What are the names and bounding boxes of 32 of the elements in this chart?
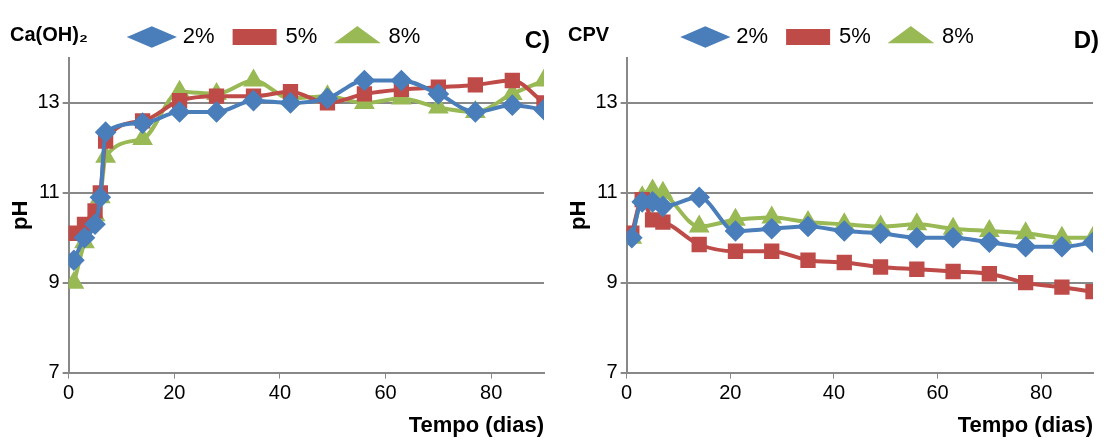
x-tick-label: 60 <box>374 381 397 404</box>
y-axis-title: pH <box>565 200 591 230</box>
x-tick-label: 80 <box>1030 381 1053 404</box>
x-axis-title: Tempo (dias) <box>408 411 544 437</box>
y-tick-label: 13 <box>595 90 618 113</box>
text: D) <box>1073 25 1099 53</box>
x-axis-title: Tempo (dias) <box>957 411 1093 437</box>
y-tick-label: 9 <box>606 270 618 293</box>
y-tick-label: 7 <box>606 360 618 383</box>
legend-label: 8% <box>388 23 421 49</box>
y-tick-label: 13 <box>37 90 60 113</box>
y-tick-label: 9 <box>48 270 60 293</box>
y-axis-title: pH <box>7 200 33 230</box>
x-tick-label: 20 <box>163 381 186 404</box>
legend-label: 5% <box>285 23 318 49</box>
y-tick-label: 11 <box>38 180 60 203</box>
y-tick-label: 7 <box>48 360 60 383</box>
legend-label: 2% <box>736 23 769 49</box>
x-tick-label: 20 <box>719 381 742 404</box>
x-tick-label: 0 <box>621 381 633 404</box>
x-tick-label: 40 <box>822 381 846 404</box>
x-tick-label: 60 <box>926 381 949 404</box>
chart-title: Ca(OH)₂ <box>10 22 88 45</box>
legend-label: 2% <box>182 23 215 49</box>
y-tick-label: 11 <box>596 180 618 203</box>
x-tick-label: 0 <box>63 381 75 404</box>
chart-title: CPV <box>568 22 610 45</box>
text: C) <box>524 25 550 53</box>
legend-label: 8% <box>941 23 974 49</box>
x-tick-label: 40 <box>268 381 292 404</box>
legend-label: 5% <box>839 23 871 49</box>
x-tick-label: 80 <box>480 381 503 404</box>
